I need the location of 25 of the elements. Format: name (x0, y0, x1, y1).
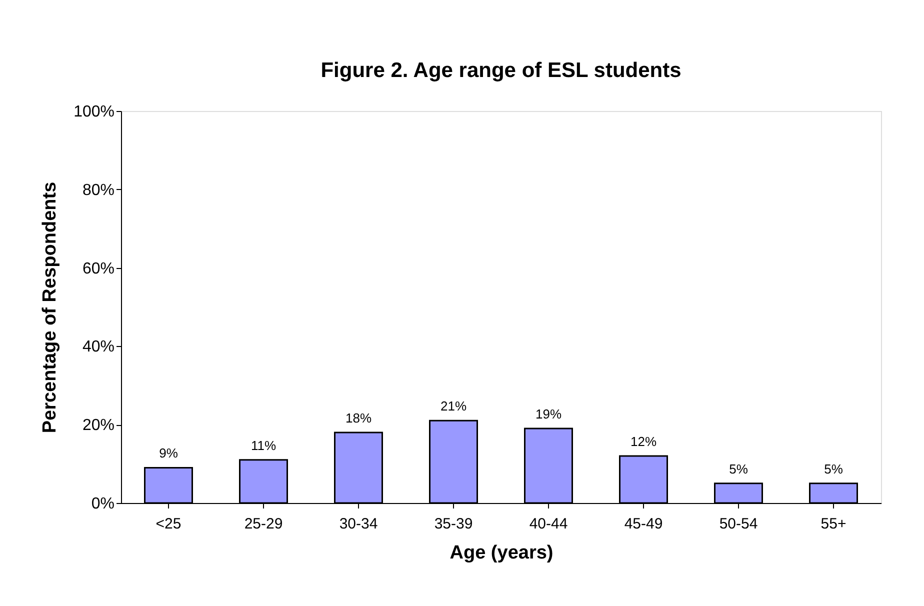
data-label: 18% (345, 410, 372, 426)
data-label: 21% (440, 398, 467, 414)
x-tick-label: 35-39 (434, 516, 473, 532)
y-tick-label: 0% (91, 496, 114, 512)
x-axis-title: Age (years) (450, 542, 554, 564)
data-label: 5% (824, 461, 844, 476)
x-tick-label: 40-44 (529, 516, 568, 532)
y-tick-label: 100% (74, 104, 114, 120)
x-tick-label: 25-29 (244, 516, 283, 532)
y-tick-label: 40% (82, 338, 114, 356)
y-tick-label: 20% (82, 417, 114, 434)
chart-title: Figure 2. Age range of ESL students (320, 59, 682, 82)
y-axis-title: Percentage of Respondents (40, 182, 61, 434)
y-tick-label: 60% (82, 260, 114, 278)
data-label: 19% (535, 406, 562, 422)
x-tick-label: 50-54 (719, 516, 758, 532)
data-label: 5% (729, 461, 748, 476)
data-label: 9% (159, 446, 178, 461)
x-tick-label: 55+ (820, 516, 846, 532)
x-tick-label: <25 (156, 516, 182, 532)
x-tick-label: 30-34 (339, 516, 378, 532)
y-tick-label: 80% (82, 182, 114, 199)
data-label: 11% (250, 438, 276, 453)
data-label: 12% (630, 434, 657, 449)
x-tick-label: 45-49 (624, 516, 663, 532)
